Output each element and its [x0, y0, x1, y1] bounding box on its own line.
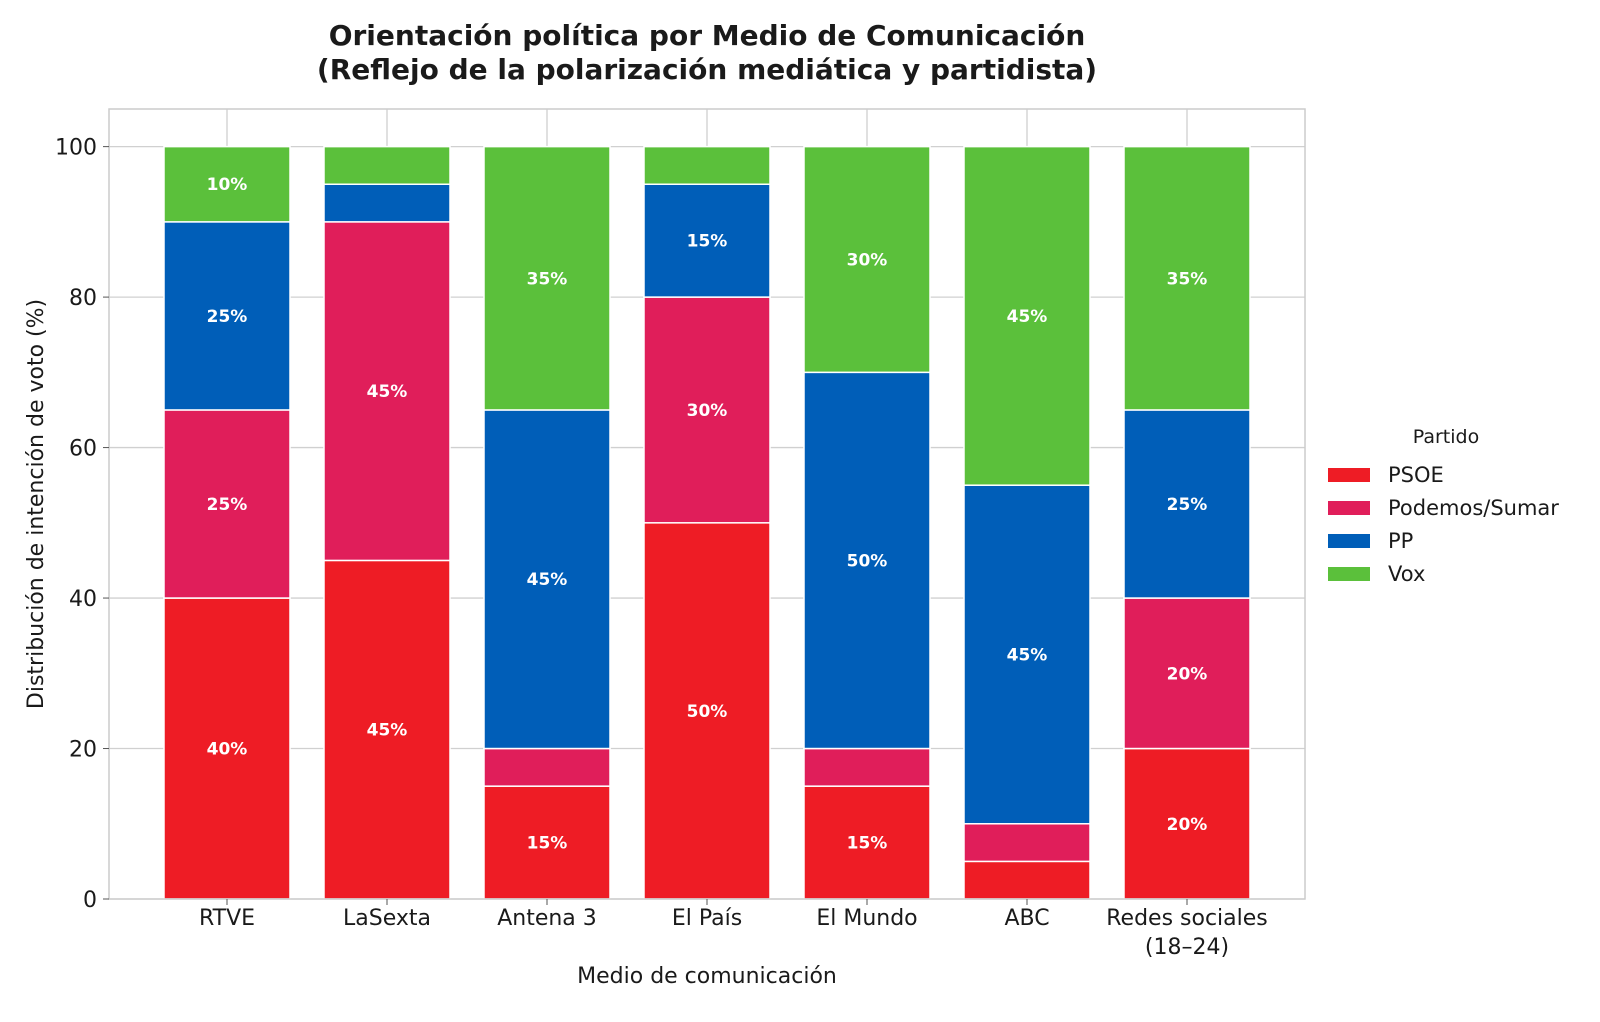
data-label: 25% — [207, 307, 248, 327]
bar-vox-el-pais — [643, 145, 771, 185]
data-label: 40% — [207, 740, 248, 760]
x-tick-label: Redes sociales — [1106, 906, 1268, 931]
bar-vox-lasexta — [323, 145, 451, 185]
chart-subtitle: (Reflejo de la polarización mediática y … — [317, 53, 1097, 86]
data-label: 45% — [527, 570, 568, 590]
bar-vox-abc — [963, 145, 1091, 486]
legend-label-podemos-sumar: Podemos/Sumar — [1388, 496, 1559, 520]
data-label: 20% — [1167, 815, 1208, 835]
x-axis-label: Medio de comunicación — [577, 964, 837, 989]
x-tick-label: RTVE — [199, 906, 255, 931]
data-label: 20% — [1167, 664, 1208, 684]
data-label: 15% — [527, 834, 568, 854]
bar-psoe-abc — [963, 860, 1091, 900]
data-label: 45% — [367, 382, 408, 402]
data-label: 50% — [687, 702, 728, 722]
bar-pp-abc — [963, 484, 1091, 825]
data-label: 35% — [1167, 269, 1208, 289]
data-label: 35% — [527, 269, 568, 289]
bar-pp-el-mundo — [803, 371, 931, 750]
bar-pp-antena-3 — [483, 409, 611, 750]
bar-psoe-rtve — [163, 597, 291, 900]
legend-title: Partido — [1413, 426, 1479, 448]
x-axis: RTVE LaSexta Antena 3 El País El Mundo ABC Red… — [199, 899, 1268, 960]
y-tick-label: 80 — [69, 286, 97, 311]
bar-pp-rtve — [163, 221, 291, 411]
data-label: 50% — [847, 551, 888, 571]
data-label: 45% — [367, 721, 408, 741]
bar-vox-rtve — [163, 145, 291, 223]
x-tick-label: LaSexta — [343, 906, 431, 931]
data-label: 30% — [847, 250, 888, 270]
data-label: 25% — [207, 495, 248, 515]
legend-label-vox: Vox — [1388, 562, 1425, 586]
chart-title: Orientación política por Medio de Comuni… — [329, 19, 1086, 52]
legend-swatch-podemos-sumar — [1328, 501, 1370, 515]
legend-swatch-vox — [1328, 567, 1370, 581]
bar-podemos-sumar-el-mundo — [803, 747, 931, 787]
x-tick-label: El Mundo — [816, 906, 917, 931]
legend-swatch-psoe — [1328, 468, 1370, 482]
y-tick-label: 100 — [55, 136, 97, 161]
bar-podemos-sumar-el-pais — [643, 296, 771, 524]
y-axis-label: Distribución de intención de voto (%) — [24, 299, 49, 709]
bar-psoe-el-pais — [643, 522, 771, 900]
bar-vox-redes-sociales-18-24 — [1123, 145, 1251, 411]
data-label: 45% — [1007, 307, 1048, 327]
legend-label-psoe: PSOE — [1388, 463, 1444, 487]
bar-vox-el-mundo — [803, 145, 931, 374]
x-tick-label: Antena 3 — [497, 906, 597, 931]
y-axis: 0 20 40 60 80 100 — [55, 136, 109, 913]
bar-podemos-sumar-lasexta — [323, 221, 451, 562]
bar-podemos-sumar-rtve — [163, 409, 291, 599]
bar-podemos-sumar-redes-sociales-18-24 — [1123, 597, 1251, 750]
data-label: 15% — [847, 834, 888, 854]
legend-label-pp: PP — [1388, 529, 1413, 553]
y-tick-label: 20 — [69, 738, 97, 763]
y-tick-label: 40 — [69, 587, 97, 612]
x-tick-label: ABC — [1004, 906, 1049, 931]
data-label: 45% — [1007, 645, 1048, 665]
data-label: 10% — [207, 175, 248, 195]
bars-group — [163, 145, 1251, 900]
legend-swatch-pp — [1328, 534, 1370, 548]
y-tick-label: 60 — [69, 437, 97, 462]
bar-psoe-lasexta — [323, 559, 451, 900]
x-tick-label: El País — [672, 906, 742, 931]
bar-psoe-el-mundo — [803, 785, 931, 900]
bar-psoe-redes-sociales-18-24 — [1123, 747, 1251, 900]
bar-vox-antena-3 — [483, 145, 611, 411]
bar-podemos-sumar-antena-3 — [483, 747, 611, 787]
bar-pp-lasexta — [323, 183, 451, 223]
data-label: 15% — [687, 232, 728, 252]
data-labels-group: 40% 25% 25% 10% 45% 45% 15% 45% 35% 50% 30% 15% 15% 5… — [207, 175, 1208, 853]
bar-pp-redes-sociales-18-24 — [1123, 409, 1251, 599]
bar-podemos-sumar-abc — [963, 823, 1091, 863]
legend: Partido PSOE Podemos/Sumar PP Vox — [1328, 426, 1559, 586]
data-label: 25% — [1167, 495, 1208, 515]
bar-pp-el-pais — [643, 183, 771, 298]
data-label: 30% — [687, 401, 728, 421]
y-tick-label: 0 — [83, 888, 97, 913]
x-tick-label: (18–24) — [1145, 935, 1229, 960]
